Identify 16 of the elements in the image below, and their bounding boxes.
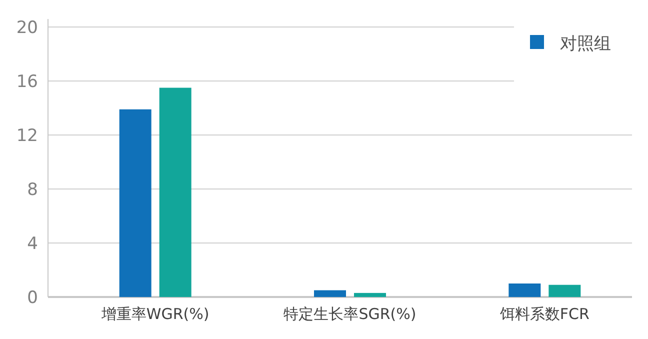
x-tick-label: 特定生长率SGR(%) (284, 305, 416, 323)
y-tick-label: 8 (27, 180, 38, 200)
y-tick-label: 4 (27, 234, 38, 254)
bar (119, 109, 152, 297)
bar (548, 284, 581, 297)
legend-label: 对照组 (560, 34, 611, 54)
bar (314, 290, 346, 297)
bar (159, 88, 192, 297)
y-tick-label: 0 (27, 288, 38, 308)
bar (354, 292, 386, 297)
y-tick-label: 16 (16, 72, 38, 92)
y-tick-label: 12 (16, 126, 38, 146)
x-tick-label: 饵料系数FCR (498, 305, 590, 323)
y-tick-label: 20 (16, 18, 38, 38)
bar (508, 284, 541, 297)
x-tick-label: 增重率WGR(%) (100, 305, 210, 323)
